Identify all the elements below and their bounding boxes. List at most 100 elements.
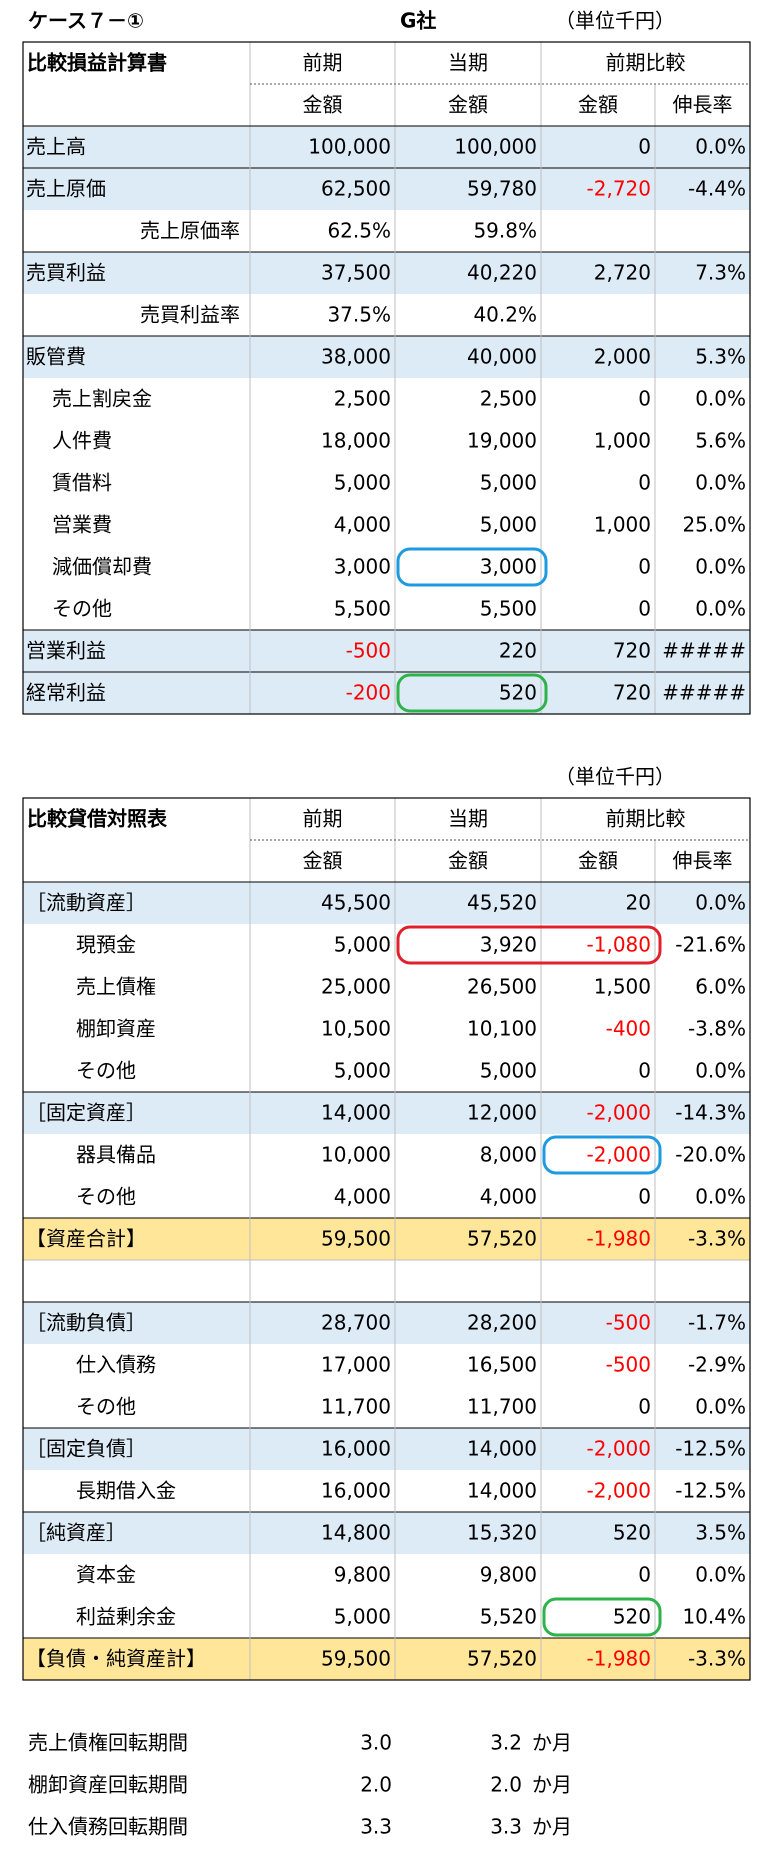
amount: 25.0% bbox=[682, 513, 746, 537]
amount: 38,000 bbox=[321, 345, 391, 369]
table-title: 比較貸借対照表 bbox=[27, 807, 168, 831]
row-label: その他 bbox=[52, 597, 112, 621]
column-header: 前期 bbox=[303, 807, 343, 831]
ratio-value: 3.3 bbox=[490, 1815, 522, 1839]
table-border bbox=[22, 797, 751, 1681]
row-label: 現預金 bbox=[76, 933, 136, 957]
row-label: 棚卸資産 bbox=[76, 1017, 156, 1041]
amount: 59,500 bbox=[321, 1227, 391, 1251]
row-label: 【資産合計】 bbox=[26, 1227, 146, 1251]
row-label: その他 bbox=[76, 1395, 136, 1419]
amount: 5,000 bbox=[480, 513, 537, 537]
row-label: 売上高 bbox=[26, 135, 86, 159]
row-bg bbox=[23, 1470, 750, 1512]
row-bg bbox=[23, 1554, 750, 1596]
ratio-label: 仕入債務回転期間 bbox=[28, 1815, 188, 1839]
amount: 0.0% bbox=[695, 135, 746, 159]
row-bg bbox=[23, 420, 750, 462]
amount: 16,000 bbox=[321, 1437, 391, 1461]
amount: 0.0% bbox=[695, 387, 746, 411]
annotation-ring bbox=[396, 925, 662, 965]
amount: 720 bbox=[613, 639, 651, 663]
table-title: 比較損益計算書 bbox=[27, 51, 167, 75]
ratio-label: 売上債権回転期間 bbox=[28, 1731, 188, 1755]
ratio-value: 2.0 bbox=[490, 1773, 522, 1797]
row-bg bbox=[23, 1092, 750, 1134]
amount: 6.0% bbox=[695, 975, 746, 999]
row-bg bbox=[23, 210, 750, 252]
amount: ##### bbox=[662, 639, 746, 663]
amount: 720 bbox=[613, 681, 651, 705]
amount: 57,520 bbox=[467, 1227, 537, 1251]
ratio-value: 3.2 bbox=[490, 1731, 522, 1755]
row-label: ［純資産］ bbox=[26, 1521, 126, 1545]
amount: 18,000 bbox=[321, 429, 391, 453]
column-header: 前期比較 bbox=[606, 807, 686, 831]
ratio-unit: か月 bbox=[532, 1731, 572, 1755]
amount: 2,000 bbox=[594, 345, 651, 369]
row-bg bbox=[23, 1638, 750, 1680]
column-header: 前期比較 bbox=[606, 51, 686, 75]
amount: 57,520 bbox=[467, 1647, 537, 1671]
row-bg bbox=[23, 1428, 750, 1470]
amount: -1,980 bbox=[587, 1227, 651, 1251]
amount: 0 bbox=[638, 1395, 651, 1419]
amount: 14,800 bbox=[321, 1521, 391, 1545]
amount: -2,000 bbox=[587, 1101, 651, 1125]
unit-label: （単位千円） bbox=[555, 9, 675, 33]
row-label: 売上割戻金 bbox=[52, 387, 152, 411]
company-name: G社 bbox=[400, 9, 436, 33]
row-label: 【負債・純資産計】 bbox=[26, 1647, 206, 1671]
amount: 0 bbox=[638, 1059, 651, 1083]
amount: 0.0% bbox=[695, 891, 746, 915]
amount: 3,000 bbox=[334, 555, 391, 579]
amount: 100,000 bbox=[454, 135, 537, 159]
amount: 40,000 bbox=[467, 345, 537, 369]
row-label: 営業利益 bbox=[26, 639, 106, 663]
amount: 8,000 bbox=[480, 1143, 537, 1167]
amount: -500 bbox=[606, 1353, 651, 1377]
row-bg bbox=[23, 1176, 750, 1218]
amount: -12.5% bbox=[675, 1479, 746, 1503]
row-bg bbox=[23, 588, 750, 630]
subcolumn-header: 金額 bbox=[578, 849, 618, 873]
amount: 10,500 bbox=[321, 1017, 391, 1041]
amount: 59.8% bbox=[473, 219, 537, 243]
amount: 16,500 bbox=[467, 1353, 537, 1377]
amount: 17,000 bbox=[321, 1353, 391, 1377]
row-label: 器具備品 bbox=[76, 1143, 156, 1167]
amount: -1,080 bbox=[587, 933, 651, 957]
amount: 520 bbox=[499, 681, 537, 705]
amount: 20 bbox=[626, 891, 651, 915]
column-header: 前期 bbox=[303, 51, 343, 75]
row-bg bbox=[23, 672, 750, 714]
amount: 0.0% bbox=[695, 1395, 746, 1419]
row-label: 利益剰余金 bbox=[76, 1605, 176, 1629]
ratio-label: 棚卸資産回転期間 bbox=[28, 1773, 188, 1797]
row-bg bbox=[23, 1512, 750, 1554]
amount: -3.3% bbox=[688, 1647, 746, 1671]
amount: -500 bbox=[346, 639, 391, 663]
row-label: ［流動負債］ bbox=[26, 1311, 146, 1335]
amount: 5,000 bbox=[480, 1059, 537, 1083]
ratio-value: 3.0 bbox=[360, 1731, 392, 1755]
row-label: 売上債権 bbox=[76, 975, 156, 999]
amount: -12.5% bbox=[675, 1437, 746, 1461]
row-bg bbox=[23, 1134, 750, 1176]
row-label: 売買利益 bbox=[26, 261, 106, 285]
amount: -500 bbox=[606, 1311, 651, 1335]
amount: 5,000 bbox=[334, 1605, 391, 1629]
subcolumn-header: 金額 bbox=[448, 93, 488, 117]
row-label: 販管費 bbox=[26, 345, 86, 369]
amount: 11,700 bbox=[467, 1395, 537, 1419]
amount: -4.4% bbox=[688, 177, 746, 201]
row-bg bbox=[23, 252, 750, 294]
subcolumn-header: 金額 bbox=[448, 849, 488, 873]
row-label: ［固定資産］ bbox=[26, 1101, 146, 1125]
row-bg bbox=[23, 966, 750, 1008]
amount: -1.7% bbox=[688, 1311, 746, 1335]
amount: 0 bbox=[638, 135, 651, 159]
row-bg bbox=[23, 882, 750, 924]
annotation-ring bbox=[396, 547, 548, 587]
amount: 100,000 bbox=[308, 135, 391, 159]
